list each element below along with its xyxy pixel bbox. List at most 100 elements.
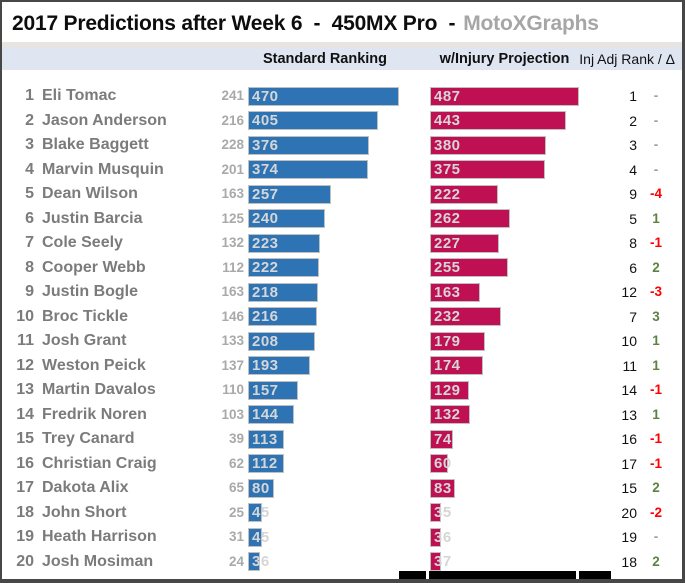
rank-label: 3 <box>25 136 34 153</box>
rider-name: Dean Wilson <box>42 185 138 202</box>
delta-value: 2 <box>652 553 660 569</box>
injury-projection-bar: 35 <box>430 503 451 522</box>
bar-value-label: 443 <box>434 112 461 129</box>
bar-value-label: 255 <box>434 259 461 276</box>
rider-row: 4 Marvin Musquin 201 374 375 4- <box>2 158 682 183</box>
rider-row: 12 Weston Peick 137 193 174 11 1 <box>2 354 682 379</box>
rider-name: Blake Baggett <box>42 136 149 153</box>
inj-adj-rank-value: 15 <box>621 480 637 496</box>
title-text: 2017 Predictions after Week 6 - 450MX Pr… <box>12 12 456 35</box>
gray-value: 146 <box>221 308 244 324</box>
rider-name: Martin Davalos <box>42 381 156 398</box>
column-header-inj-adj-rank: Inj Adj Rank / Δ <box>579 51 675 67</box>
rider-name: Justin Barcia <box>42 209 143 227</box>
page-title: 2017 Predictions after Week 6 - 450MX Pr… <box>12 7 599 41</box>
gray-value: 132 <box>221 235 244 250</box>
inj-adj-rank-value: 1 <box>629 88 637 104</box>
delta-value: 2 <box>652 480 660 495</box>
gray-value: 31 <box>228 529 244 544</box>
delta-value: - <box>653 529 659 544</box>
rider-row: 10 Broc Tickle 146 216 232 7 3 <box>2 305 682 330</box>
gray-value: 25 <box>228 504 244 520</box>
standard-ranking-bar: 257 <box>248 184 331 204</box>
inj-adj-rank-value: 18 <box>621 553 637 570</box>
column-header-standard-ranking: Standard Ranking <box>262 51 388 67</box>
inj-adj-rank-value: 3 <box>629 137 637 153</box>
injury-projection-bar: 74 <box>430 429 453 449</box>
rider-row: 16 Christian Craig 62 112 60 17 -1 <box>2 452 682 477</box>
gray-value: 110 <box>222 382 244 397</box>
injury-projection-bar: 443 <box>430 111 566 130</box>
delta-value: - <box>653 88 659 103</box>
inj-adj-rank-value: 20 <box>621 504 637 521</box>
bar-value-label: 144 <box>252 406 279 423</box>
rider-row: 13 Martin Davalos 110 157 129 14 -1 <box>2 378 682 403</box>
rider-row: 11 Josh Grant 133 208 179 10 1 <box>2 329 682 354</box>
bar-value-label: 262 <box>434 210 461 227</box>
rider-row: 5 Dean Wilson 163 257 222 9 -4 <box>2 182 682 207</box>
standard-ranking-bar: 45 <box>248 527 269 547</box>
injury-projection-bar: 60 <box>430 454 451 473</box>
rider-name: Marvin Musquin <box>42 160 164 178</box>
standard-ranking-bar: 113 <box>248 429 284 449</box>
inj-adj-rank-value: 7 <box>629 308 637 325</box>
rank-label: 13 <box>16 381 34 398</box>
standard-ranking-bar: 376 <box>248 135 369 155</box>
delta-value: -1 <box>649 431 662 446</box>
rider-name: Dakota Alix <box>42 479 129 496</box>
inj-adj-rank-value: 5 <box>629 210 637 227</box>
inj-adj-rank-value: 17 <box>621 455 637 472</box>
bar-value-label: 129 <box>434 381 461 399</box>
rider-row: 1 Eli Tomac 241 470 487 1 - <box>2 84 682 109</box>
delta-value: 3 <box>652 308 660 324</box>
rank-label: 11 <box>17 332 34 349</box>
injury-projection-bar: 375 <box>430 160 545 179</box>
rider-name: Jason Anderson <box>42 111 167 129</box>
standard-ranking-bar: 36 <box>248 552 269 571</box>
inj-adj-rank-value: 8 <box>629 235 637 251</box>
inj-adj-rank-value: 4 <box>629 161 637 178</box>
bar-value-label: 218 <box>252 283 279 301</box>
rider-name: Broc Tickle <box>42 307 128 325</box>
bar-value-label: 257 <box>252 185 279 203</box>
standard-ranking-bar: 216 <box>248 307 317 326</box>
rank-label: 4 <box>25 160 34 178</box>
bar-value-label: 376 <box>252 136 279 154</box>
injury-projection-bar: 179 <box>430 331 485 351</box>
inj-adj-rank-value: 14 <box>621 382 637 398</box>
gray-value: 137 <box>221 357 244 373</box>
standard-ranking-bar: 222 <box>248 258 319 277</box>
rider-row: 17 Dakota Alix 65 80 83 15 2 <box>2 476 682 501</box>
standard-ranking-bar: 157 <box>248 380 298 400</box>
bar-value-label: 163 <box>434 283 461 301</box>
injury-projection-bar: 262 <box>430 209 510 228</box>
rider-row: 3 Blake Baggett 228 376 380 3 - <box>2 133 682 158</box>
injury-projection-bar: 487 <box>430 86 579 106</box>
rank-label: 12 <box>16 356 34 374</box>
rank-label: 19 <box>16 528 34 545</box>
delta-value: -4 <box>649 186 662 201</box>
rank-label: 7 <box>25 234 34 251</box>
gray-value: 125 <box>221 210 244 226</box>
standard-ranking-bar: 208 <box>248 331 315 351</box>
standard-ranking-bar: 193 <box>248 356 310 375</box>
bar-value-label: 36 <box>434 528 452 546</box>
delta-value: - <box>653 112 659 128</box>
injury-projection-bar: 232 <box>430 307 501 326</box>
standard-ranking-bar: 218 <box>248 282 318 302</box>
rank-label: 17 <box>16 479 34 496</box>
gray-value: 228 <box>221 137 244 152</box>
injury-projection-bar: 227 <box>430 233 499 253</box>
rider-row: 20 Josh Mosiman 24 36 37 18 2 <box>2 550 682 575</box>
injury-projection-bar: 222 <box>430 184 498 204</box>
delta-value: - <box>653 161 659 177</box>
rider-row: 18 John Short 25 45 35 20 -2 <box>2 501 682 526</box>
brand-logo-text: MotoXGraphs <box>463 12 599 35</box>
bar-value-label: 380 <box>434 136 461 154</box>
delta-value: -1 <box>649 455 662 471</box>
bar-value-label: 74 <box>434 430 452 448</box>
rider-name: Eli Tomac <box>42 87 117 104</box>
bar-value-label: 374 <box>252 161 279 178</box>
